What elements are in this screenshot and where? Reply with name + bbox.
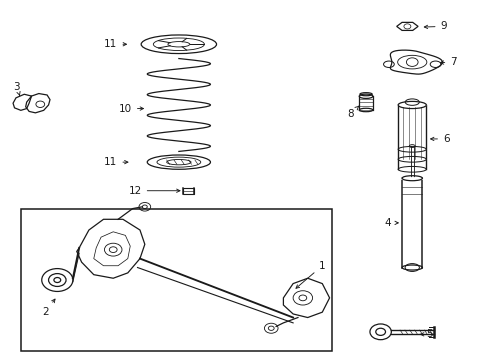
Text: 11: 11 xyxy=(104,39,126,49)
Text: 7: 7 xyxy=(439,57,456,67)
Text: 8: 8 xyxy=(346,106,358,119)
Text: 9: 9 xyxy=(424,21,446,31)
Bar xyxy=(183,188,194,194)
Text: 4: 4 xyxy=(384,218,397,228)
Text: 12: 12 xyxy=(128,186,180,196)
Text: 1: 1 xyxy=(295,261,325,288)
Text: 11: 11 xyxy=(104,157,128,167)
Text: 5: 5 xyxy=(419,329,432,339)
Text: 3: 3 xyxy=(14,82,20,95)
Text: 2: 2 xyxy=(42,299,55,317)
Text: 6: 6 xyxy=(430,134,448,144)
Bar xyxy=(21,208,331,351)
Text: 10: 10 xyxy=(119,104,143,113)
